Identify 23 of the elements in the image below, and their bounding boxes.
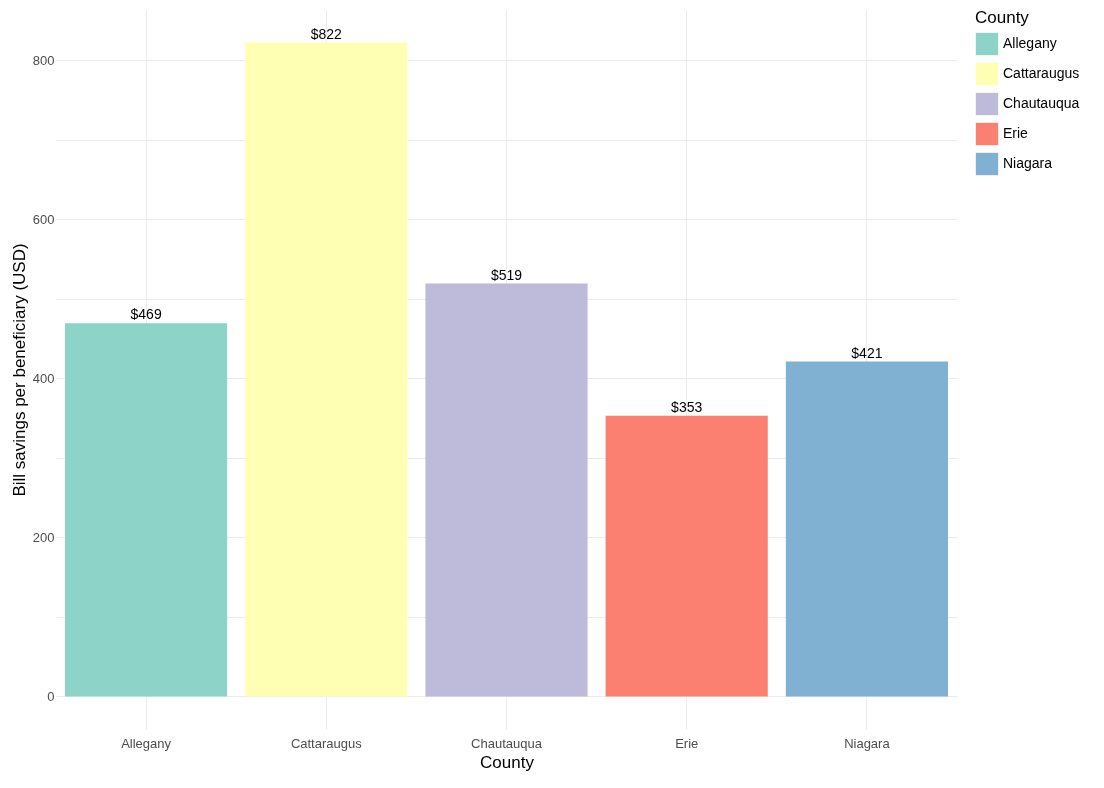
legend-label: Erie: [1003, 125, 1029, 141]
legend-label: Allegany: [1003, 35, 1057, 51]
y-tick-label: 400: [32, 370, 55, 386]
legend-title: County: [975, 8, 1030, 27]
data-label: $421: [851, 344, 883, 361]
data-label: $519: [490, 266, 523, 283]
y-tick-label: 0: [47, 688, 55, 704]
legend-label: Cattaraugus: [1003, 65, 1080, 81]
legend-label: Niagara: [1003, 155, 1053, 171]
y-tick-label: 800: [32, 52, 55, 68]
y-tick-label: 600: [32, 211, 55, 227]
x-axis-title: County: [480, 752, 535, 772]
x-tick-label: Niagara: [844, 735, 891, 751]
x-tick-label: Chautauqua: [471, 735, 543, 751]
y-axis-title: Bill savings per beneficiary (USD): [9, 243, 29, 497]
data-label: $469: [130, 306, 162, 323]
legend-label: Chautauqua: [1003, 95, 1080, 111]
data-label: $353: [671, 398, 703, 415]
y-tick-label: 200: [32, 529, 55, 545]
x-tick-label: Erie: [675, 735, 699, 751]
x-tick-label: Allegany: [121, 735, 172, 751]
x-tick-label: Cattaraugus: [290, 735, 363, 751]
data-label: $822: [310, 25, 343, 42]
